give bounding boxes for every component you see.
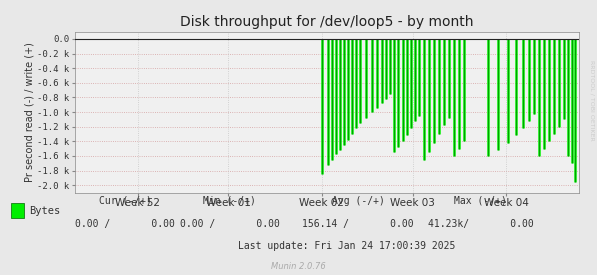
Text: 156.14 /       0.00: 156.14 / 0.00 [303,219,414,229]
Text: 0.00 /       0.00: 0.00 / 0.00 [180,219,280,229]
Title: Disk throughput for /dev/loop5 - by month: Disk throughput for /dev/loop5 - by mont… [180,15,473,29]
Text: Cur (-/+): Cur (-/+) [99,196,152,206]
Text: Max (-/+): Max (-/+) [454,196,507,206]
Text: 0.00 /       0.00: 0.00 / 0.00 [75,219,176,229]
Text: Bytes: Bytes [29,206,60,216]
Text: Munin 2.0.76: Munin 2.0.76 [271,262,326,271]
Bar [11,203,24,218]
Y-axis label: Pr second read (-) / write (+): Pr second read (-) / write (+) [24,42,34,182]
Text: Avg (-/+): Avg (-/+) [332,196,384,206]
Text: Min (-/+): Min (-/+) [204,196,256,206]
Text: 41.23k/       0.00: 41.23k/ 0.00 [427,219,534,229]
Text: Last update: Fri Jan 24 17:00:39 2025: Last update: Fri Jan 24 17:00:39 2025 [238,241,455,251]
Text: RRDTOOL / TOBI OETIKER: RRDTOOL / TOBI OETIKER [589,60,594,141]
